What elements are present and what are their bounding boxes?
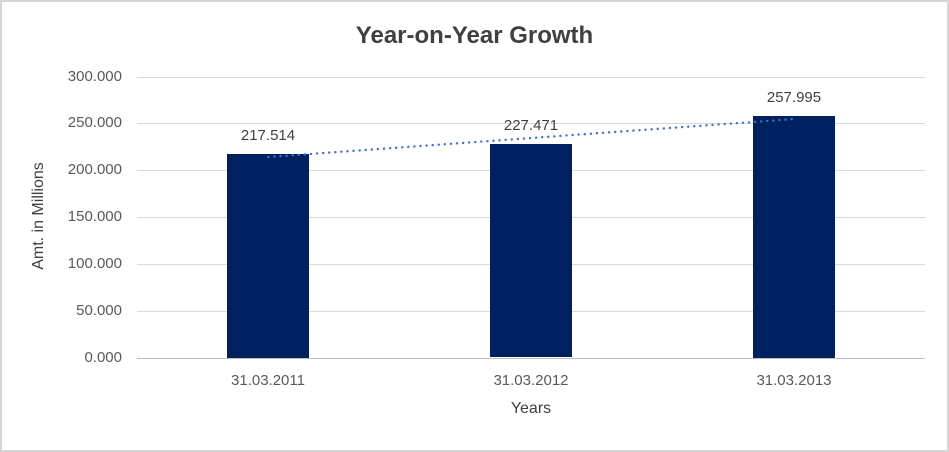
bar-value-label: 257.995 [766, 89, 822, 106]
x-axis-tick-label: 31.03.2013 [756, 372, 832, 389]
y-axis-tick-label: 150.000 [67, 208, 122, 225]
y-axis-tick-label: 200.000 [67, 161, 122, 178]
bar [490, 144, 572, 357]
y-axis-tick-label: 300.000 [67, 68, 122, 85]
bar [753, 116, 835, 358]
x-axis-line [137, 358, 925, 359]
bar-value-label: 217.514 [240, 127, 296, 144]
y-axis-tick-label: 250.000 [67, 114, 122, 131]
gridline [137, 77, 925, 78]
y-axis-tick-label: 100.000 [67, 255, 122, 272]
x-axis-tick-label: 31.03.2011 [231, 372, 305, 389]
bar-value-label: 227.471 [503, 117, 559, 134]
x-axis-title: Years [510, 400, 552, 417]
bar [227, 154, 309, 358]
chart-title: Year-on-Year Growth [355, 22, 594, 49]
x-axis-tick-label: 31.03.2012 [493, 372, 569, 389]
y-axis-tick-label: 50.000 [76, 302, 122, 319]
y-axis-tick-label: 0.000 [84, 349, 122, 366]
